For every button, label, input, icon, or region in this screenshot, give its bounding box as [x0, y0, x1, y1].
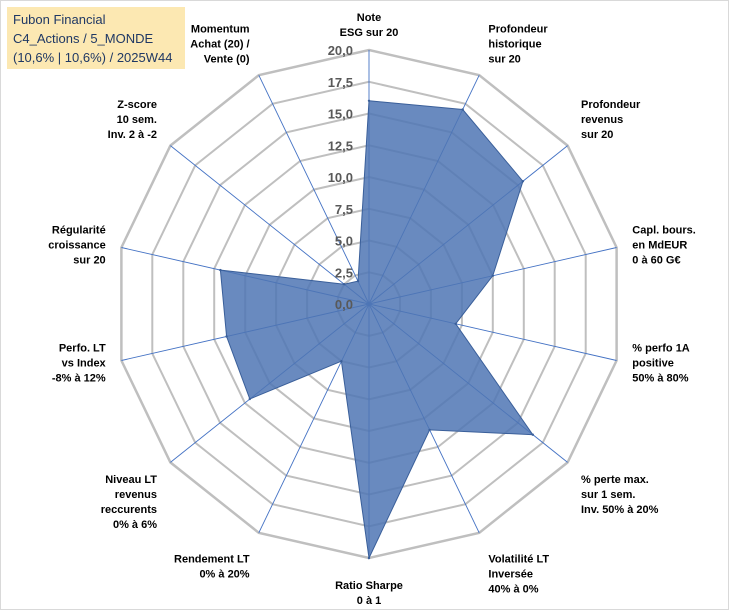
axis-label-line: 0% à 20%: [199, 569, 249, 581]
axis-label-line: Régularité: [52, 224, 106, 236]
axis-label-line: 0 à 60 G€: [632, 254, 680, 266]
axis-label-line: sur 20: [73, 254, 105, 266]
tick-label: 17,5: [328, 75, 353, 90]
axis-label: Rendement LT 0% à 20%: [174, 554, 250, 581]
data-point: [491, 274, 494, 277]
axis-label-line: Profondeur: [581, 99, 641, 111]
axis-label: Régularité croissance sur 20: [48, 224, 105, 266]
axis-label-line: Achat (20) /: [190, 38, 249, 50]
axis-label: Momentum Achat (20) / Vente (0): [190, 23, 250, 65]
axis-label: Z-score 10 sem. Inv. 2 à -2: [108, 99, 157, 141]
axis-label-line: revenus: [115, 489, 157, 501]
axis-label-line: positive: [632, 358, 674, 370]
axis-spoke: [170, 145, 370, 305]
axis-label: Profondeur historique sur 20: [488, 23, 548, 65]
axis-label-line: sur 1 sem.: [581, 489, 635, 501]
data-point: [367, 99, 371, 103]
axis-label: Profondeur revenus sur 20: [581, 99, 641, 141]
axis-label-line: Profondeur: [488, 23, 548, 35]
axis-label-line: 0% à 6%: [113, 519, 157, 531]
axis-label-line: Inversée: [488, 569, 533, 581]
axis-label-line: Z-score: [117, 99, 157, 111]
portfolio-category: C4_Actions / 5_MONDE: [13, 31, 154, 46]
axis-label-line: Volatilité LT: [488, 554, 549, 566]
tick-label: 2,5: [335, 265, 353, 280]
axis-label-line: ESG sur 20: [340, 27, 399, 39]
axis-label: Capl. bours. en MdEUR 0 à 60 G€: [632, 224, 696, 266]
data-point: [428, 428, 431, 432]
axis-label-line: 50% à 80%: [632, 373, 688, 385]
data-point: [356, 279, 360, 283]
axis-label-line: revenus: [581, 114, 623, 126]
info-box: Fubon Financial C4_Actions / 5_MONDE (10…: [7, 7, 185, 69]
data-point: [461, 108, 464, 111]
axis-label-line: Inv. 2 à -2: [108, 129, 157, 141]
axis-label: Volatilité LT Inversée 40% à 0%: [488, 554, 549, 596]
tick-label: 20,0: [328, 43, 353, 58]
data-point: [340, 360, 343, 363]
axis-label: Note ESG sur 20: [340, 12, 399, 39]
axis-label-line: Momentum: [191, 23, 250, 35]
data-point: [343, 283, 346, 286]
weights-and-week: (10,6% | 10,6%) / 2025W44: [13, 50, 173, 65]
company-name: Fubon Financial: [13, 12, 106, 27]
axis-label: % perte max. sur 1 sem. Inv. 50% à 20%: [581, 474, 659, 516]
axis-label-line: historique: [488, 38, 541, 50]
tick-label: 7,5: [335, 202, 353, 217]
axis-label-line: Niveau LT: [105, 474, 157, 486]
data-point: [521, 180, 525, 183]
axis-label-line: Inv. 50% à 20%: [581, 504, 659, 516]
data-point: [531, 433, 534, 436]
axis-label-line: Rendement LT: [174, 554, 250, 566]
axis-label-line: 0 à 1: [357, 595, 381, 607]
axis-label-line: 10 sem.: [117, 114, 157, 126]
axis-label-line: Note: [357, 12, 381, 24]
axis-label-line: croissance: [48, 239, 105, 251]
axis-label: Perfo. LT vs Index -8% à 12%: [52, 343, 107, 385]
tick-label: 12,5: [328, 138, 353, 153]
data-point: [367, 556, 371, 560]
axis-label-line: reccurents: [101, 504, 157, 516]
axis-label-line: sur 20: [488, 53, 520, 65]
data-point: [248, 397, 251, 401]
axis-label-line: Ratio Sharpe: [335, 580, 403, 592]
axis-label-line: Perfo. LT: [59, 343, 106, 355]
axis-label: Ratio Sharpe 0 à 1: [335, 580, 403, 607]
axis-label-line: 40% à 0%: [488, 584, 538, 596]
axis-label-line: sur 20: [581, 129, 613, 141]
axis-label-line: Capl. bours.: [632, 224, 696, 236]
tick-label: 0,0: [335, 297, 353, 312]
axis-label-line: Vente (0): [204, 53, 250, 65]
axis-label: % perfo 1A positive 50% à 80%: [632, 343, 690, 385]
axis-label-line: -8% à 12%: [52, 373, 106, 385]
data-point: [454, 322, 457, 325]
data-series-area: [219, 100, 534, 560]
axis-spoke: [258, 75, 370, 305]
tick-label: 15,0: [328, 107, 353, 122]
axis-label-line: en MdEUR: [632, 239, 687, 251]
axis-label-line: % perfo 1A: [632, 343, 690, 355]
axis-label-line: % perte max.: [581, 474, 649, 486]
axis-label-line: vs Index: [62, 358, 107, 370]
data-point: [219, 268, 222, 272]
tick-label: 10,0: [328, 170, 353, 185]
tick-label: 5,0: [335, 234, 353, 249]
axis-label: Niveau LT revenus reccurents 0% à 6%: [101, 474, 158, 531]
data-point: [225, 335, 228, 338]
